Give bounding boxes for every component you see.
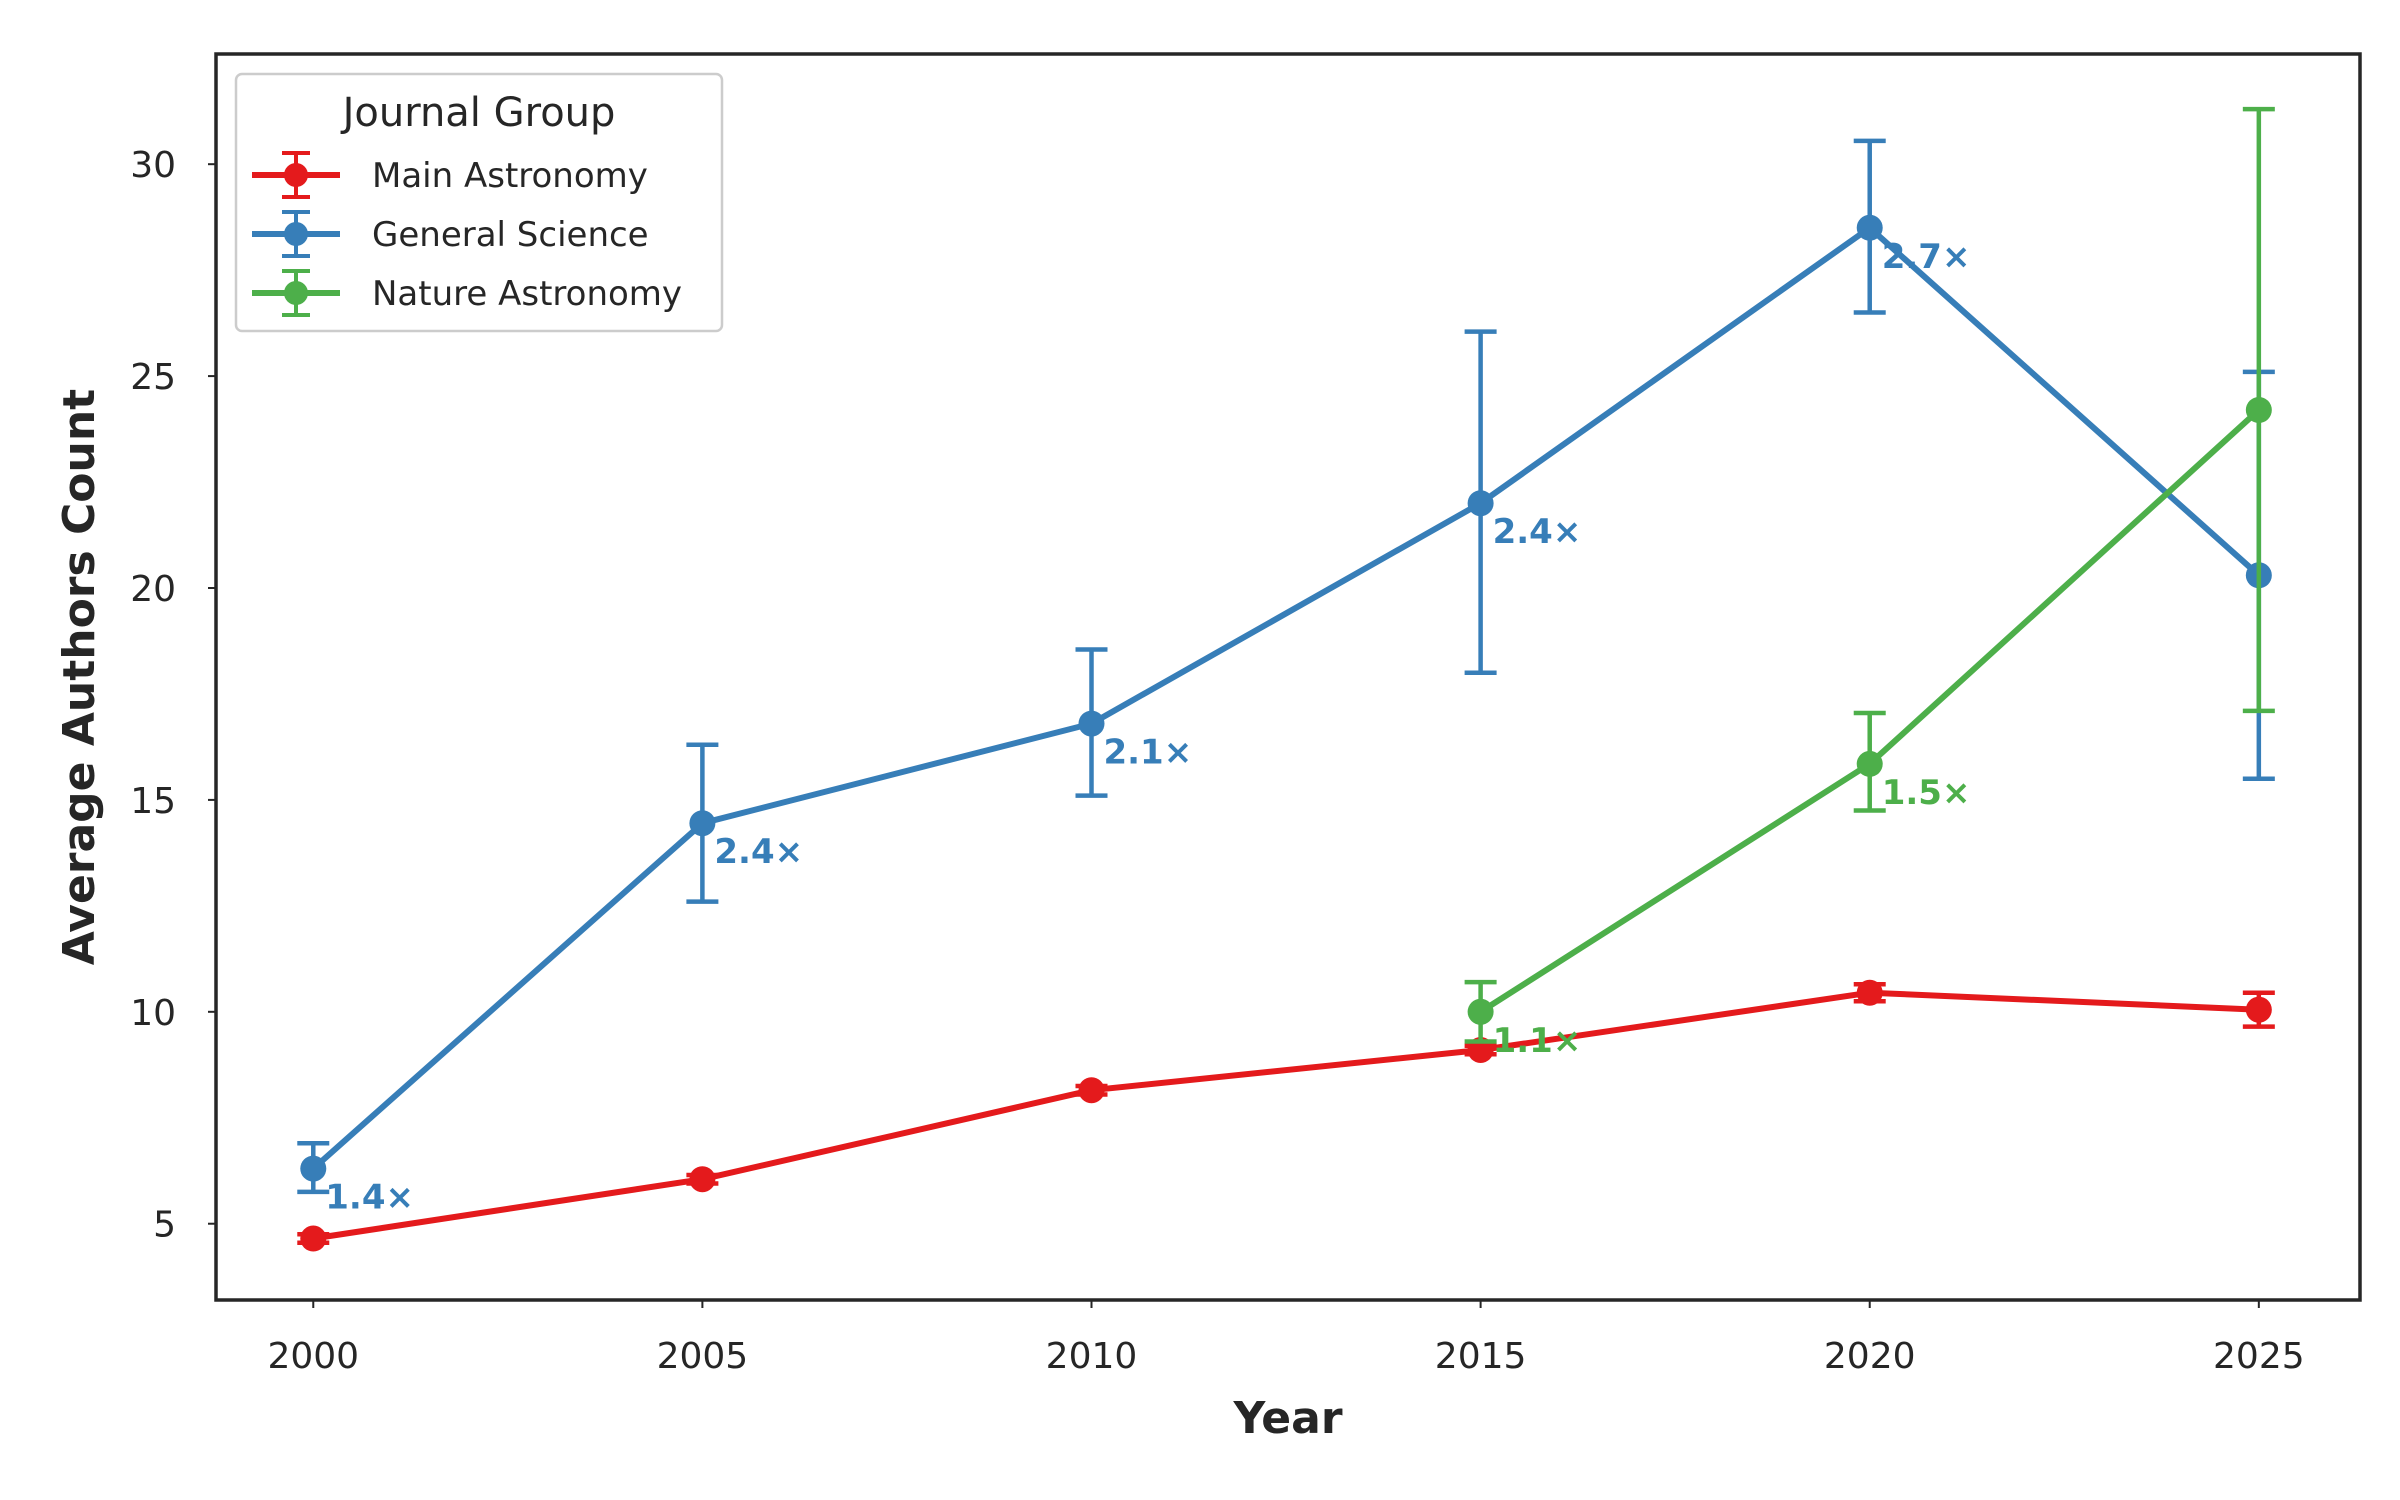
- legend-label: Nature Astronomy: [372, 274, 682, 314]
- y-axis-ticks: 5 10 15 20 25 30: [130, 145, 216, 1246]
- legend-item: Nature Astronomy: [252, 269, 682, 317]
- legend-title: Journal Group: [340, 90, 616, 136]
- x-tick-label: 2005: [657, 1336, 749, 1377]
- y-tick-label: 5: [153, 1205, 176, 1246]
- x-tick-label: 2020: [1824, 1336, 1916, 1377]
- data-point: [1078, 710, 1105, 737]
- y-tick-label: 30: [130, 145, 176, 186]
- y-tick-label: 15: [130, 781, 176, 822]
- data-point: [1467, 490, 1494, 517]
- ratio-annotation: 2.4×: [1493, 512, 1582, 552]
- x-tick-label: 2000: [267, 1336, 359, 1377]
- x-tick-label: 2010: [1046, 1336, 1138, 1377]
- legend-label: Main Astronomy: [372, 156, 648, 196]
- data-point: [689, 810, 716, 837]
- data-point: [1467, 998, 1494, 1025]
- ratio-annotation: 1.4×: [325, 1178, 414, 1218]
- legend-items: Main Astronomy General Science Nature Astr…: [252, 151, 682, 317]
- annotations: 1.4× 2.4× 2.1× 2.4× 2.7× 1.1× 1.5×: [325, 237, 1970, 1218]
- x-axis-ticks: 2000 2005 2010 2015 2020 2025: [267, 1300, 2305, 1377]
- legend-item: Main Astronomy: [252, 151, 648, 199]
- legend: Journal Group Main Astronomy General Scie…: [234, 72, 724, 333]
- data-point: [2245, 996, 2272, 1023]
- series-line: [311, 224, 2261, 1171]
- series-nature-astronomy: [1464, 106, 2275, 1044]
- y-axis-title: Average Authors Count: [54, 389, 105, 965]
- x-axis-title: Year: [1232, 1393, 1342, 1444]
- series-line: [312, 989, 2259, 1242]
- data-point: [300, 1155, 327, 1182]
- data-point: [1856, 979, 1883, 1006]
- legend-box: [234, 72, 724, 333]
- y-tick-label: 10: [130, 993, 176, 1034]
- legend-marker: [284, 222, 308, 246]
- ratio-annotation: 1.1×: [1493, 1021, 1582, 1061]
- legend-item: General Science: [252, 210, 649, 258]
- y-tick-label: 20: [130, 569, 176, 610]
- data-point: [1856, 214, 1883, 241]
- series-main-astronomy: [297, 979, 2275, 1252]
- x-tick-label: 2025: [2213, 1336, 2305, 1377]
- ratio-annotation: 2.7×: [1882, 237, 1971, 277]
- data-point: [300, 1225, 327, 1252]
- data-point: [2245, 397, 2272, 423]
- legend-label: General Science: [372, 215, 649, 255]
- chart-marks: 1.4× 2.4× 2.1× 2.4× 2.7× 1.1× 1.5×: [297, 106, 2275, 1252]
- legend-marker: [284, 281, 308, 305]
- data-point: [689, 1166, 716, 1193]
- data-point: [1078, 1077, 1105, 1104]
- data-point: [1856, 750, 1883, 777]
- x-tick-label: 2015: [1435, 1336, 1527, 1377]
- y-tick-label: 25: [130, 357, 176, 398]
- ratio-annotation: 2.1×: [1103, 733, 1192, 773]
- plot-frame: [214, 52, 2362, 1302]
- ratio-annotation: 1.5×: [1882, 773, 1971, 813]
- legend-marker: [284, 163, 308, 187]
- ratio-annotation: 2.4×: [714, 832, 803, 872]
